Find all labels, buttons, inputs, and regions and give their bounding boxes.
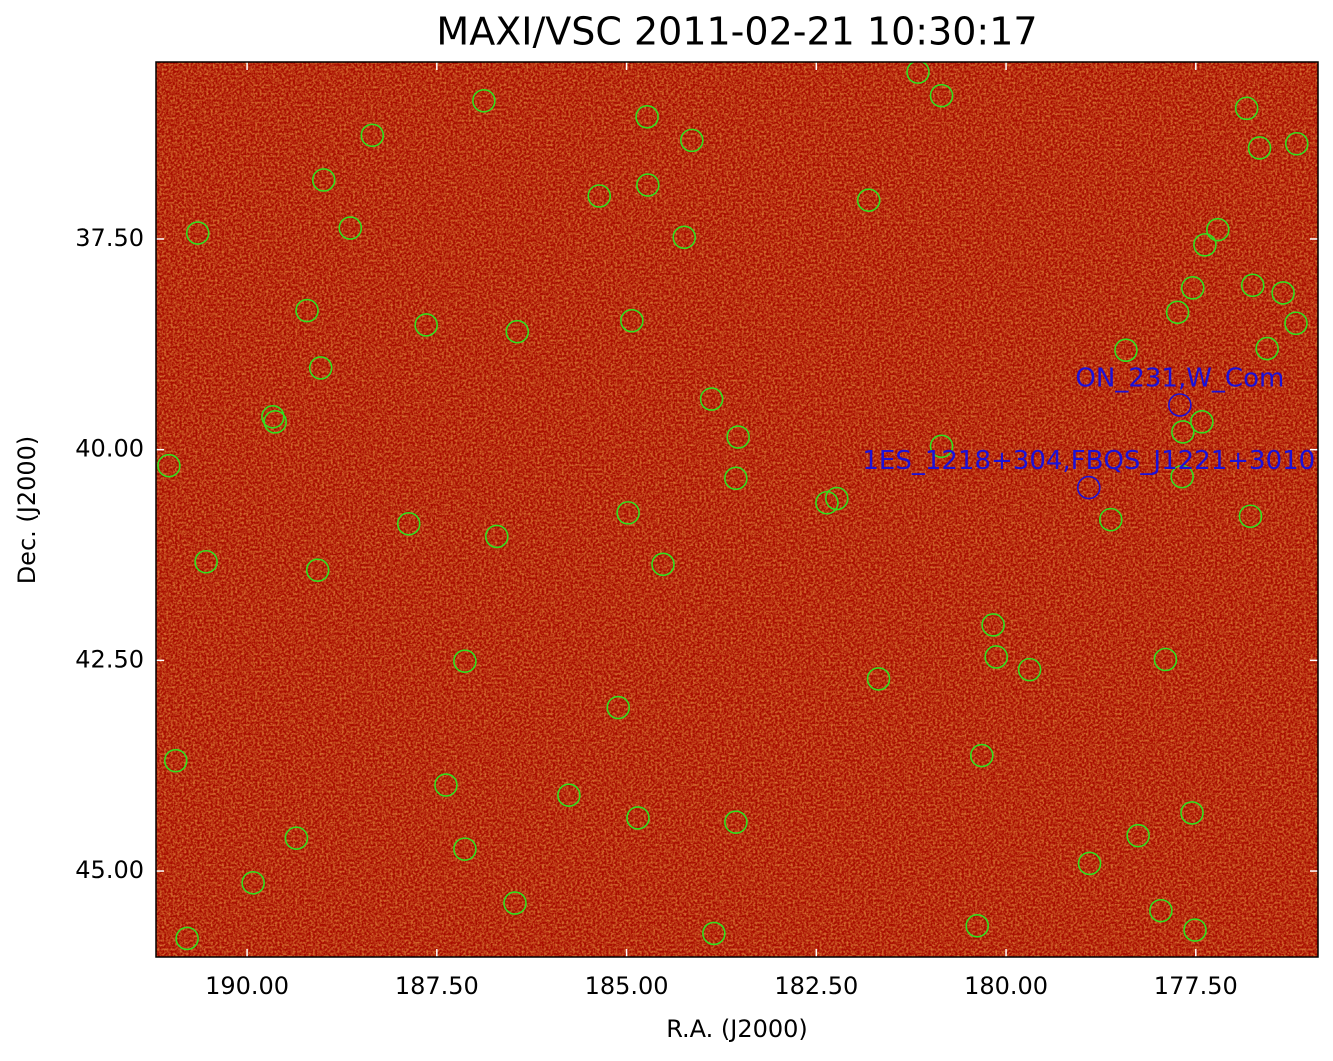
axes: 190.00 187.50 185.00 182.50 180.00 177.50 37.5… <box>75 62 1318 1000</box>
source-circle <box>1017 657 1042 682</box>
source-circle <box>1206 217 1230 242</box>
source-circle <box>295 298 319 323</box>
source-circle <box>856 188 881 213</box>
source-circle <box>1284 311 1308 336</box>
source-circle <box>1271 281 1295 305</box>
source-circle <box>724 466 748 491</box>
source-circle <box>672 225 697 250</box>
source-circle <box>981 613 1005 637</box>
source-circle <box>503 891 527 915</box>
source-circle <box>157 453 181 478</box>
source-circle <box>360 123 385 148</box>
source-circle <box>453 837 477 861</box>
source-circle <box>305 558 330 582</box>
source-circle <box>1171 420 1195 444</box>
source-circle <box>680 128 704 153</box>
sky-noise <box>156 62 1318 957</box>
source-circle <box>1234 96 1259 121</box>
source-circle <box>557 783 581 807</box>
source-circle <box>626 806 650 830</box>
source-circle <box>1247 136 1272 160</box>
source-circle <box>484 524 509 549</box>
annotation-circle <box>1168 393 1192 417</box>
source-circle <box>699 387 724 411</box>
source-circle <box>505 319 530 344</box>
y-tick-label: 40.00 <box>75 435 144 463</box>
plot-area <box>156 62 1318 957</box>
source-circle <box>1180 801 1204 825</box>
source-circle <box>616 501 640 525</box>
source-circle <box>311 168 336 192</box>
source-circle <box>1114 338 1138 363</box>
source-circle <box>263 410 287 434</box>
source-circle <box>1255 336 1279 361</box>
source-circle <box>261 404 285 429</box>
source-circle <box>724 810 748 834</box>
source-circle <box>396 512 421 536</box>
source-circle <box>414 313 438 337</box>
chart-title: MAXI/VSC 2011-02-21 10:30:17 <box>436 10 1037 54</box>
source-circle <box>453 649 477 673</box>
source-circle <box>606 695 631 720</box>
source-circle <box>929 434 954 459</box>
x-tick-label: 182.50 <box>774 972 858 1000</box>
y-tick-label: 42.50 <box>75 645 144 673</box>
source-circle <box>472 88 496 113</box>
source-circle <box>185 221 210 245</box>
source-circle <box>1238 504 1263 529</box>
source-circle <box>906 62 930 84</box>
y-tick-label: 37.50 <box>75 224 144 252</box>
source-circle <box>1153 647 1178 672</box>
source-circle <box>434 773 458 797</box>
source-circle <box>825 486 849 511</box>
x-tick-label: 180.00 <box>964 972 1048 1000</box>
source-circle <box>1284 131 1309 156</box>
source-circle <box>1170 464 1194 489</box>
source-circle <box>1165 300 1190 325</box>
source-circle <box>1183 918 1207 942</box>
x-tick-label: 190.00 <box>205 972 289 1000</box>
source-circle <box>702 921 726 946</box>
annotation-circle <box>1076 475 1101 500</box>
annotation-label: 1ES_1218+304,FBQS_J1221+3010 <box>862 446 1315 476</box>
source-circle <box>284 826 309 850</box>
source-circle <box>1126 823 1150 848</box>
source-circle <box>175 926 199 951</box>
frame <box>155 61 1319 958</box>
x-tick-label: 185.00 <box>585 972 669 1000</box>
source-circle <box>163 748 188 773</box>
source-circle <box>866 667 891 691</box>
source-circle <box>1098 507 1123 532</box>
source-circle <box>636 173 660 197</box>
source-circle <box>241 871 265 895</box>
source-circle <box>1193 233 1217 257</box>
source-circle <box>726 425 750 449</box>
source-circle <box>587 184 612 208</box>
source-circle <box>635 104 659 129</box>
source-circle <box>338 216 363 240</box>
source-circle <box>969 743 994 768</box>
y-axis-label: Dec. (J2000) <box>13 436 41 585</box>
source-circle <box>815 490 839 515</box>
source-circle <box>651 552 675 577</box>
source-circle <box>929 83 954 108</box>
source-circle <box>965 914 990 938</box>
source-circle <box>308 356 333 380</box>
source-circle <box>1240 273 1265 298</box>
source-circle <box>620 308 644 333</box>
source-circle <box>1190 410 1214 434</box>
source-circle <box>1149 898 1173 923</box>
annotation-label: ON_231,W_Com <box>1075 363 1284 393</box>
y-tick-label: 45.00 <box>75 856 144 884</box>
source-circle <box>1180 276 1205 300</box>
x-tick-label: 177.50 <box>1154 972 1238 1000</box>
x-axis-label: R.A. (J2000) <box>666 1015 808 1043</box>
source-circle <box>984 645 1008 669</box>
source-circle <box>194 549 218 574</box>
source-circle <box>1077 851 1102 876</box>
x-tick-label: 187.50 <box>395 972 479 1000</box>
